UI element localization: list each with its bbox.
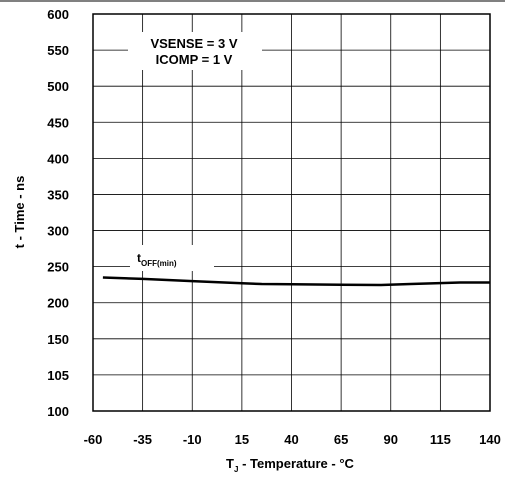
x-axis-title-rest: - Temperature - °C [238, 456, 354, 471]
series-label: tOFF(min) [137, 251, 177, 268]
x-tick-label: 90 [384, 432, 398, 447]
y-tick-label: 600 [47, 7, 69, 22]
x-tick-label: -35 [133, 432, 152, 447]
x-tick-label: -10 [183, 432, 202, 447]
y-tick-label: 300 [47, 224, 69, 239]
y-axis-title: t - Time - ns [12, 176, 27, 249]
series-line-toff-min [102, 276, 490, 287]
x-tick-label: 115 [430, 432, 451, 447]
plot-frame [92, 13, 491, 412]
y-tick-label: 400 [47, 151, 69, 166]
y-tick-label: 150 [47, 332, 69, 347]
y-tick-labels: 100 105 150 200 250 300 350 400 450 500 550 600 [47, 7, 69, 419]
x-tick-label: 140 [479, 432, 501, 447]
y-tick-label: 550 [47, 43, 69, 58]
annotation-line-2: ICOMP = 1 V [156, 52, 233, 67]
y-tick-label: 500 [47, 79, 69, 94]
x-axis-title: TJ - Temperature - °C [226, 456, 354, 474]
x-tick-labels: -60 -35 -10 15 40 65 90 115 140 [84, 432, 501, 447]
series-label-sub: OFF(min) [141, 259, 177, 268]
series-label-main: t [137, 251, 141, 265]
annotation-box [128, 32, 262, 70]
x-tick-label: 65 [334, 432, 348, 447]
series-label-box [130, 245, 214, 271]
y-tick-label: 250 [47, 260, 69, 275]
y-tick-label: 100 [47, 404, 69, 419]
y-tick-label: 105 [47, 368, 69, 383]
x-axis-title-sub: J [234, 465, 238, 474]
x-tick-label: 40 [284, 432, 298, 447]
y-tick-label: 450 [47, 115, 69, 130]
y-tick-label: 350 [47, 187, 69, 202]
annotation-line-1: VSENSE = 3 V [150, 36, 237, 51]
x-tick-label: 15 [235, 432, 249, 447]
x-tick-label: -60 [84, 432, 103, 447]
y-tick-label: 200 [47, 296, 69, 311]
grid [92, 13, 491, 412]
x-axis-title-main: T [226, 456, 234, 471]
